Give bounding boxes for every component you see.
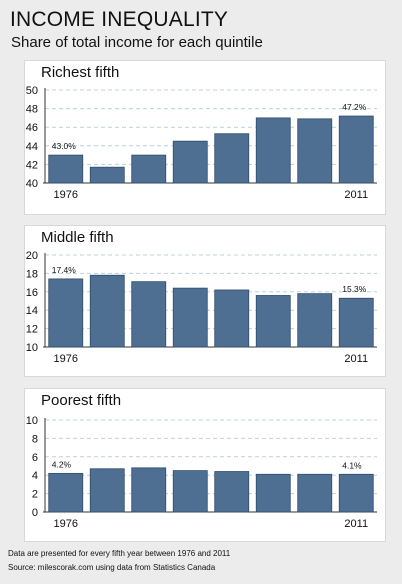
bar bbox=[172, 287, 208, 348]
middle-fifth-chart: 10 12 14 16 18 20 17.4% 1976 15.3% 2011 bbox=[26, 250, 377, 365]
panel-title: Richest fifth bbox=[41, 64, 120, 81]
x-tick-label: 1976 bbox=[54, 353, 78, 365]
source-note: Source: milescorak.com using data from S… bbox=[8, 563, 216, 572]
bar bbox=[172, 470, 208, 513]
bar bbox=[214, 289, 250, 348]
page-title: INCOME INEQUALITY bbox=[10, 8, 229, 31]
bar bbox=[214, 471, 250, 513]
poorest-fifth-chart: 0 2 4 6 8 10 4.2% 1976 4.1% 2011 bbox=[26, 415, 377, 530]
bar bbox=[172, 140, 208, 184]
data-label: 15.3% bbox=[342, 284, 367, 294]
bar bbox=[338, 297, 374, 348]
bar bbox=[48, 472, 84, 513]
richest-fifth-panel: Richest fifth 40 42 44 46 48 50 43.0% 1976 47.2%… bbox=[24, 60, 386, 215]
y-tick-label: 10 bbox=[26, 342, 38, 354]
y-tick-label: 2 bbox=[32, 489, 38, 501]
bar bbox=[255, 117, 291, 184]
bar bbox=[214, 133, 250, 184]
y-tick-label: 42 bbox=[26, 159, 38, 171]
poorest-fifth-panel: Poorest fifth 0 2 4 6 8 10 4.2% 1976 4.1% 2011 bbox=[24, 388, 386, 542]
bar bbox=[131, 467, 167, 513]
y-tick-label: 18 bbox=[26, 268, 38, 280]
panel-title: Poorest fifth bbox=[41, 392, 122, 409]
middle-fifth-panel: Middle fifth 10 12 14 16 18 20 17.4% 1976 15.3% 2… bbox=[24, 225, 386, 377]
bar bbox=[48, 278, 84, 348]
bar bbox=[89, 468, 125, 513]
y-tick-label: 48 bbox=[26, 104, 38, 116]
bar bbox=[131, 154, 167, 184]
x-tick-label: 1976 bbox=[54, 189, 78, 201]
y-tick-label: 0 bbox=[32, 507, 38, 519]
data-label: 47.2% bbox=[342, 102, 367, 112]
y-tick-label: 14 bbox=[26, 305, 38, 317]
y-tick-label: 4 bbox=[32, 470, 38, 482]
y-tick-label: 44 bbox=[26, 141, 38, 153]
x-tick-label: 2011 bbox=[344, 518, 368, 530]
bar bbox=[48, 154, 84, 184]
bar bbox=[89, 166, 125, 184]
bar bbox=[297, 473, 333, 513]
data-note: Data are presented for every fifth year … bbox=[8, 549, 231, 558]
data-label: 43.0% bbox=[52, 141, 77, 151]
bar bbox=[338, 115, 374, 184]
bar bbox=[338, 473, 374, 513]
panel-title: Middle fifth bbox=[41, 229, 114, 246]
x-tick-label: 2011 bbox=[344, 189, 368, 201]
y-tick-label: 12 bbox=[26, 324, 38, 336]
y-tick-label: 10 bbox=[26, 415, 38, 427]
y-tick-label: 40 bbox=[26, 178, 38, 190]
richest-fifth-chart: 40 42 44 46 48 50 43.0% 1976 47.2% 2011 bbox=[26, 85, 377, 201]
y-tick-label: 50 bbox=[26, 85, 38, 97]
data-label: 4.1% bbox=[342, 460, 362, 470]
bar bbox=[255, 473, 291, 513]
bar bbox=[89, 274, 125, 348]
bar bbox=[131, 281, 167, 348]
data-label: 17.4% bbox=[52, 265, 77, 275]
y-tick-label: 8 bbox=[32, 433, 38, 445]
bar bbox=[297, 118, 333, 184]
bar bbox=[297, 293, 333, 348]
y-tick-label: 20 bbox=[26, 250, 38, 262]
page-subtitle: Share of total income for each quintile bbox=[11, 34, 263, 51]
y-tick-label: 46 bbox=[26, 122, 38, 134]
x-tick-label: 1976 bbox=[54, 518, 78, 530]
data-label: 4.2% bbox=[52, 459, 72, 469]
y-tick-label: 6 bbox=[32, 452, 38, 464]
bar bbox=[255, 295, 291, 348]
x-tick-label: 2011 bbox=[344, 353, 368, 365]
y-tick-label: 16 bbox=[26, 287, 38, 299]
